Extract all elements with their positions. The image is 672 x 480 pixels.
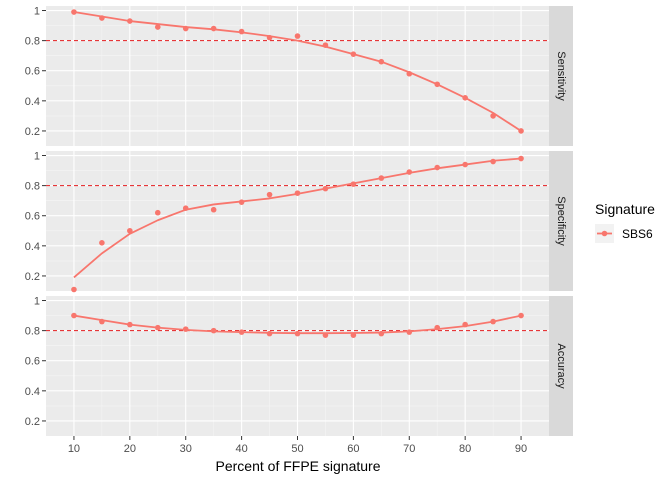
data-point [127, 321, 133, 328]
data-point [518, 128, 524, 134]
y-tick-label: 0.8 [25, 326, 40, 338]
data-point [322, 42, 329, 48]
panels: 0.2 0.4 0.6 0.8 1 Sensitivity 0.2 0.4 0.6 0.8 1 Spe… [25, 6, 573, 436]
x-tick-label: 50 [291, 443, 303, 455]
data-point [154, 209, 161, 216]
data-point [490, 158, 496, 165]
legend: Signature SBS6 [595, 201, 655, 243]
data-point [378, 175, 385, 181]
data-point [490, 318, 496, 325]
y-tick-label: 0.2 [25, 416, 40, 428]
legend-key-point [601, 230, 608, 237]
data-point [350, 51, 357, 57]
data-point [266, 330, 273, 337]
facet-strip [549, 151, 573, 291]
data-point [182, 205, 189, 212]
data-point [238, 28, 245, 35]
data-point [266, 34, 273, 41]
data-point [406, 329, 413, 335]
data-point [434, 324, 441, 331]
y-tick-label: 0.2 [25, 126, 40, 138]
data-point [322, 332, 329, 338]
data-point [378, 58, 385, 65]
data-point [266, 191, 273, 198]
data-point [434, 81, 441, 88]
panel-sensitivity: 0.2 0.4 0.6 0.8 1 Sensitivity [25, 6, 573, 146]
y-tick-label: 0.2 [25, 271, 40, 283]
data-point [294, 330, 301, 337]
x-tick-label: 60 [347, 443, 359, 455]
y-tick-label: 0.6 [25, 66, 40, 78]
y-tick-label: 0.8 [25, 36, 40, 48]
facet-strip-label: Sensitivity [555, 51, 567, 101]
data-point [127, 18, 133, 24]
data-point [127, 227, 133, 234]
data-point [518, 312, 524, 319]
panel-accuracy: 0.2 0.4 0.6 0.8 1 Accuracy [25, 296, 573, 436]
y-tick-label: 0.6 [25, 211, 40, 223]
x-tick-label: 30 [180, 443, 192, 455]
data-point [154, 24, 161, 30]
data-point [210, 327, 217, 334]
data-point [99, 240, 105, 246]
y-tick-label: 1 [34, 151, 40, 163]
data-point [154, 324, 161, 331]
data-point [71, 312, 77, 319]
data-point [238, 199, 245, 205]
x-axis-title: Percent of FFPE signature [216, 458, 381, 474]
y-tick-label: 0.4 [25, 241, 40, 253]
y-tick-label: 0.6 [25, 356, 40, 368]
data-point [490, 113, 496, 119]
data-point [350, 332, 357, 338]
x-tick-label: 40 [235, 443, 247, 455]
data-point [294, 33, 301, 39]
y-tick-label: 1 [34, 296, 40, 308]
y-tick-label: 0.8 [25, 181, 40, 193]
data-point [350, 181, 357, 187]
data-point [462, 321, 468, 328]
data-point [406, 70, 413, 77]
data-point [182, 326, 189, 332]
series-line-sbs6 [73, 11, 522, 132]
data-point [182, 25, 189, 32]
data-point [99, 15, 105, 21]
data-point [71, 9, 77, 15]
data-point [434, 164, 441, 171]
data-point [294, 190, 301, 196]
facet-strip-label: Accuracy [555, 343, 567, 389]
data-point [322, 185, 329, 192]
x-axis: 10 20 30 40 50 60 70 80 90 [68, 436, 527, 455]
data-point [462, 95, 468, 101]
panel-specificity: 0.2 0.4 0.6 0.8 1 Specificity [25, 151, 573, 293]
x-tick-label: 90 [515, 443, 527, 455]
data-point [518, 155, 524, 162]
x-tick-label: 20 [124, 443, 136, 455]
data-point [210, 25, 217, 32]
y-tick-label: 0.4 [25, 386, 40, 398]
data-point [406, 169, 413, 175]
facet-strip-label: Specificity [555, 196, 567, 246]
data-point [71, 286, 77, 293]
data-point [99, 318, 105, 325]
data-point [378, 330, 385, 337]
legend-item-label: SBS6 [622, 227, 653, 241]
data-point [462, 161, 468, 168]
facet-strip [549, 6, 573, 146]
y-tick-label: 1 [34, 6, 40, 18]
x-tick-label: 10 [68, 443, 80, 455]
legend-title: Signature [595, 201, 655, 217]
data-point [238, 329, 245, 335]
x-tick-label: 70 [403, 443, 415, 455]
x-tick-label: 80 [459, 443, 471, 455]
facet-strip [549, 296, 573, 436]
data-point [210, 206, 217, 213]
y-tick-label: 0.4 [25, 96, 40, 108]
